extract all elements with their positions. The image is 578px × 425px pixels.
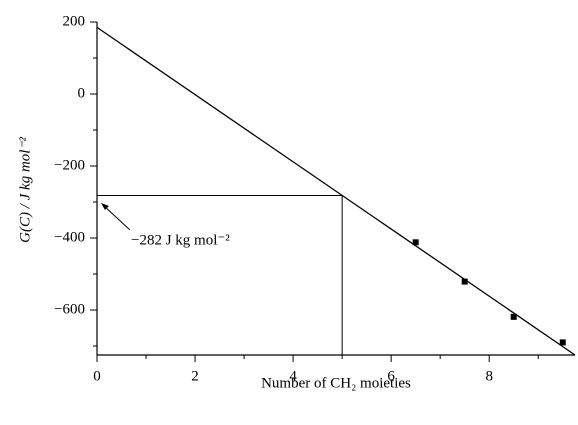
x-tick-label: 8 (485, 368, 493, 384)
fit-line (96, 26, 576, 356)
y-axis-label: G(C) / J kg mol⁻² (17, 137, 33, 243)
y-tick-label: 200 (63, 13, 86, 29)
y-tick-label: −400 (54, 229, 85, 245)
x-tick-label: 6 (387, 368, 395, 384)
x-axis-label: Number of CH₂ moieties (261, 375, 411, 391)
y-tick-label: 0 (78, 85, 86, 101)
data-point (412, 239, 419, 246)
annotation-arrow (102, 204, 131, 231)
x-tick-label: 0 (93, 368, 101, 384)
x-tick-label: 2 (191, 368, 199, 384)
data-point (510, 313, 517, 320)
arrow-head (101, 203, 109, 210)
x-tick-label: 4 (289, 368, 297, 384)
y-tick-label: −200 (54, 157, 85, 173)
annotation: −282 J kg mol⁻² (131, 232, 230, 248)
data-point (559, 339, 566, 346)
data-point (461, 278, 468, 285)
y-tick-label: −600 (54, 301, 85, 317)
